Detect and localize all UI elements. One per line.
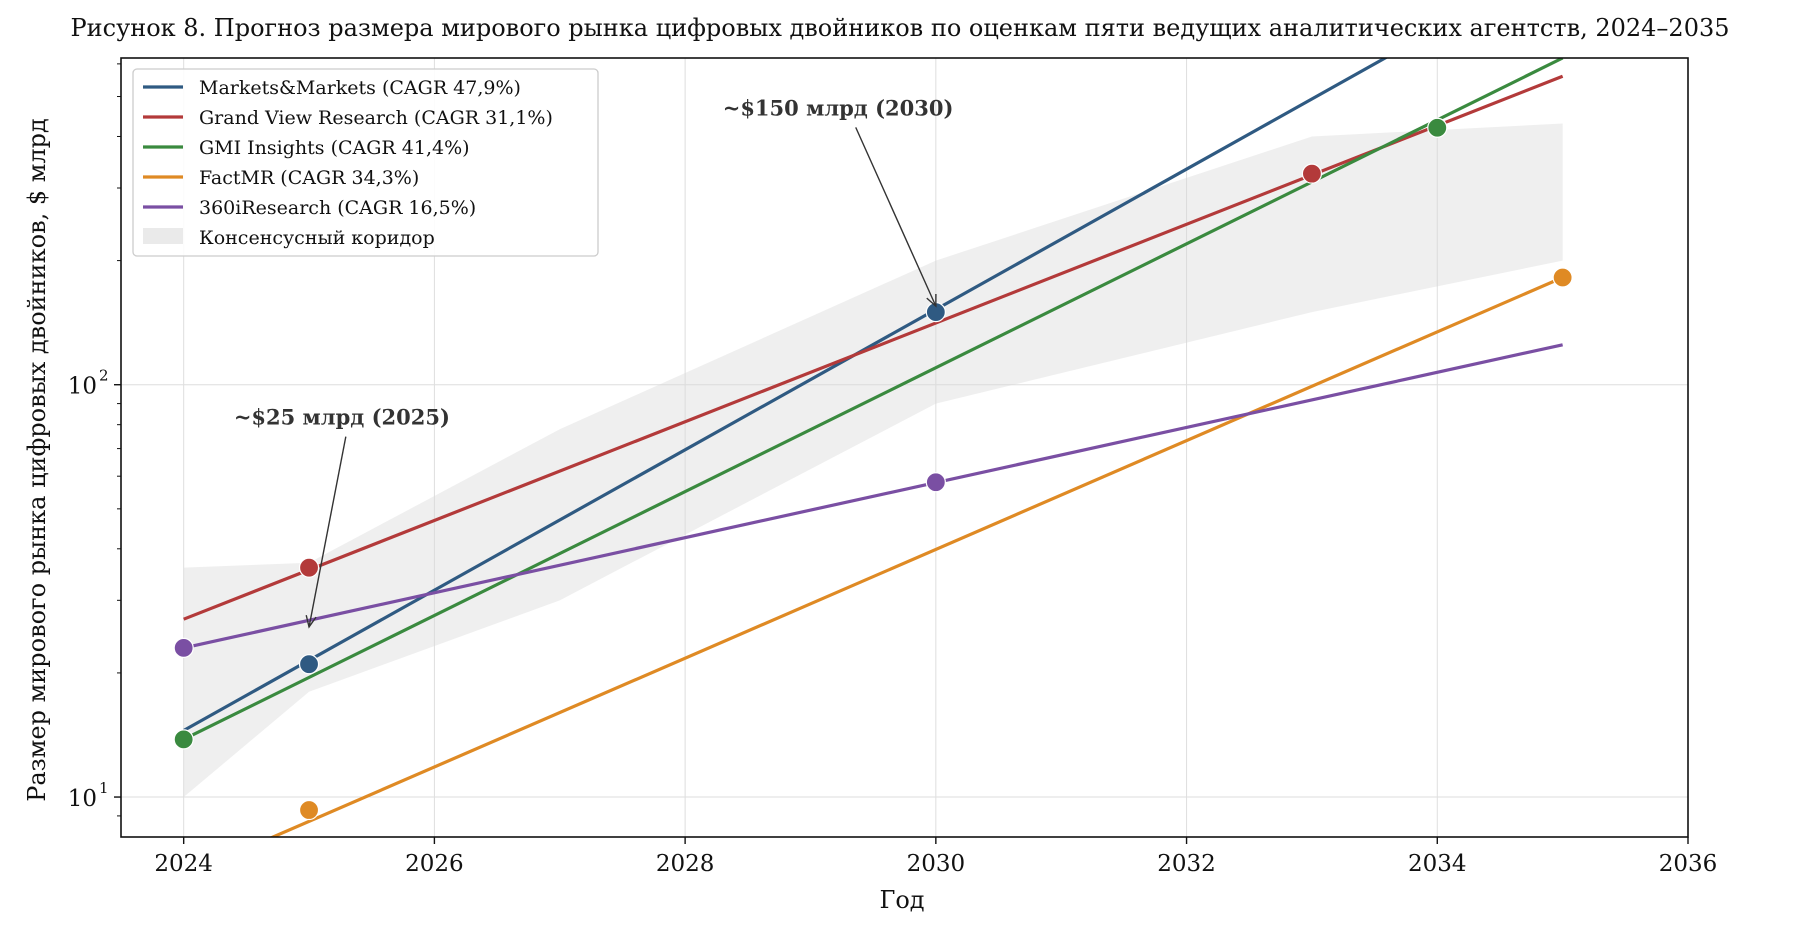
series-line-4 xyxy=(183,343,1563,650)
annotation-arrowhead-0 xyxy=(305,615,317,629)
y-tick-exponent: 1 xyxy=(99,779,109,797)
plot-frame xyxy=(120,57,1689,838)
series-marker-1-0 xyxy=(298,557,320,578)
series-line-1 xyxy=(183,74,1564,621)
series-marker-3-1 xyxy=(1552,267,1573,288)
legend: Markets&Markets (CAGR 47,9%) Grand View R… xyxy=(132,68,599,257)
annotation-label-1: ~$150 млрд (2030) xyxy=(723,95,954,120)
legend-label-1: Grand View Research (CAGR 31,1%) xyxy=(199,107,553,129)
annotation-arrowhead-1 xyxy=(926,294,937,308)
legend-label-0: Markets&Markets (CAGR 47,9%) xyxy=(199,77,521,99)
series-marker-4-0 xyxy=(173,637,194,658)
y-tick-label: 10 xyxy=(68,786,97,812)
annotations: ~$25 млрд (2025) ~$150 млрд (2030) xyxy=(234,95,954,629)
series-marker-0-0 xyxy=(298,654,320,675)
legend-swatch-band xyxy=(143,228,183,244)
x-tick-label: 2036 xyxy=(1659,851,1718,877)
chart-title: Рисунок 8. Прогноз размера мирового рынк… xyxy=(70,14,1729,42)
y-tick-exponent: 2 xyxy=(99,367,109,385)
series-marker-2-1 xyxy=(1427,117,1448,138)
series-marker-1-1 xyxy=(1301,163,1323,184)
y-axis-label: Размер мирового рынка цифровых двойников… xyxy=(23,118,51,802)
legend-label-4: 360iResearch (CAGR 16,5%) xyxy=(199,197,476,219)
annotation-label-0: ~$25 млрд (2025) xyxy=(234,405,450,430)
series-marker-4-1 xyxy=(925,472,946,493)
series-line-3 xyxy=(268,276,1564,837)
x-tick-label: 2032 xyxy=(1157,851,1216,877)
x-tick-label: 2024 xyxy=(154,851,213,877)
legend-label-3: FactMR (CAGR 34,3%) xyxy=(199,167,419,189)
series-marker-2-0 xyxy=(173,729,194,750)
legend-label-2: GMI Insights (CAGR 41,4%) xyxy=(199,137,470,159)
x-tick-label: 2026 xyxy=(405,851,464,877)
legend-label-band: Консенсусный коридор xyxy=(199,227,435,249)
consensus-band xyxy=(183,123,1563,798)
annotation-arrow-0 xyxy=(308,436,347,628)
annotation-arrow-1 xyxy=(855,127,937,307)
plot-content xyxy=(173,58,1573,837)
x-tick-label: 2034 xyxy=(1408,851,1467,877)
x-axis-label: Год xyxy=(879,886,924,914)
x-tick-label: 2028 xyxy=(656,851,715,877)
x-tick-label: 2030 xyxy=(907,851,966,877)
y-tick-label: 10 xyxy=(68,374,97,400)
series-line-0 xyxy=(182,58,1389,732)
series-marker-3-0 xyxy=(298,799,320,821)
legend-box xyxy=(132,68,599,257)
series-line-2 xyxy=(182,58,1564,741)
